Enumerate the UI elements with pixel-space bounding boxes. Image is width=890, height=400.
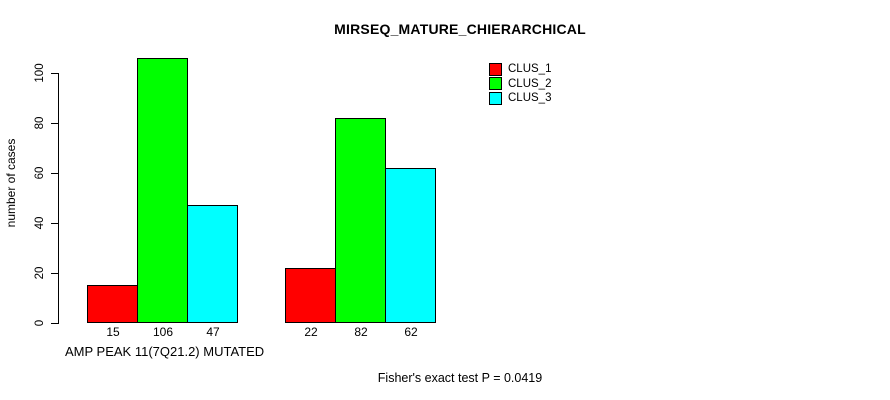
y-axis-tick-label: 100 [34, 63, 46, 83]
bar-clus_2-group1 [137, 58, 188, 323]
legend-label: CLUS_1 [508, 63, 552, 76]
bar-clus_1-group1 [87, 285, 138, 323]
y-axis-tick [51, 73, 59, 74]
statistical-test-annotation: Fisher's exact test P = 0.0419 [377, 371, 543, 385]
y-axis-tick [51, 223, 59, 224]
legend-swatch [489, 91, 502, 105]
y-axis-tick-label: 40 [34, 216, 46, 230]
bar-value-label: 15 [106, 325, 120, 339]
y-axis-tick [51, 273, 59, 274]
legend-item-clus_3: CLUS_3 [489, 91, 551, 106]
legend-item-clus_2: CLUS_2 [489, 77, 551, 92]
bar-clus_3-group1 [187, 205, 238, 323]
bar-value-label: 82 [354, 325, 368, 339]
y-axis-label: number of cases [4, 138, 18, 228]
legend: CLUS_1 CLUS_2 CLUS_3 [489, 62, 551, 106]
y-axis-tick-label: 20 [34, 266, 46, 280]
y-axis-tick-label: 0 [34, 319, 46, 327]
legend-item-clus_1: CLUS_1 [489, 62, 551, 77]
x-axis-group-label: AMP PEAK 11(7Q21.2) MUTATED [65, 344, 265, 359]
y-axis-tick [51, 173, 59, 174]
bar-value-label: 62 [404, 325, 418, 339]
legend-rows: CLUS_1 CLUS_2 CLUS_3 [489, 62, 551, 106]
legend-swatch [489, 62, 502, 76]
y-axis-line [58, 73, 59, 324]
legend-label: CLUS_2 [508, 77, 552, 90]
bar-clus_1-group2 [285, 268, 336, 323]
y-axis-tick-label: 60 [34, 166, 46, 180]
legend-label: CLUS_3 [508, 92, 552, 105]
y-axis-tick [51, 323, 59, 324]
bar-value-label: 47 [206, 325, 220, 339]
bar-clus_2-group2 [335, 118, 386, 323]
chart-title: MIRSEQ_MATURE_CHIERARCHICAL [334, 21, 586, 37]
bar-clus_3-group2 [385, 168, 436, 323]
legend-swatch [489, 77, 502, 91]
bar-value-label: 106 [152, 325, 174, 339]
y-axis-tick-label: 80 [34, 116, 46, 130]
y-axis-tick [51, 123, 59, 124]
bar-value-label: 22 [304, 325, 318, 339]
